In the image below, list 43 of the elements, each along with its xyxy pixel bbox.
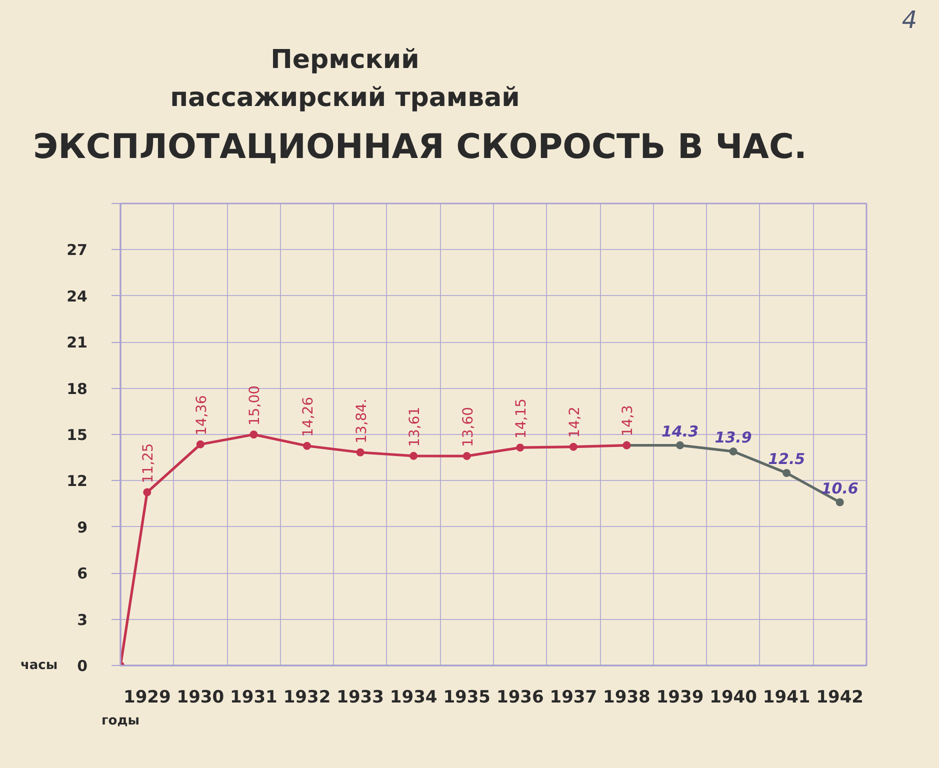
y-tick-label: 6 xyxy=(77,564,88,583)
data-label: 14,15 xyxy=(514,398,530,439)
y-tick-label: 12 xyxy=(66,472,88,490)
y-tick-label: 18 xyxy=(66,380,88,398)
x-tick-label: 1941 xyxy=(762,688,810,708)
x-tick-label: 1937 xyxy=(550,688,598,708)
y-tick-label: 21 xyxy=(66,334,88,352)
y-tick-label: 27 xyxy=(66,241,88,260)
x-tick-label: 1938 xyxy=(603,688,650,708)
x-tick-label: 1935 xyxy=(443,688,491,708)
x-axis-title: годы xyxy=(102,714,140,728)
data-label: 14,3 xyxy=(620,405,636,436)
x-tick-label: 1936 xyxy=(496,688,544,708)
data-label: 11,25 xyxy=(140,443,157,484)
data-label: 13,60 xyxy=(460,406,476,448)
data-label: 14,2 xyxy=(566,406,583,438)
y-axis-title: часы xyxy=(20,658,58,673)
x-tick-label: 1934 xyxy=(390,688,438,708)
y-tick-label: 3 xyxy=(77,610,88,629)
x-tick-label: 1940 xyxy=(710,688,758,708)
chart-subtitle: ЭКСПЛОТАЦИОННАЯ СКОРОСТЬ В ЧАС. xyxy=(33,126,807,169)
data-label: 13.9 xyxy=(714,428,752,446)
data-label: 14.3 xyxy=(661,422,699,440)
data-label: 12.5 xyxy=(768,450,806,468)
data-label: 14,26 xyxy=(300,396,316,437)
chart-title: Пермский пассажирский трамвай xyxy=(170,44,520,115)
x-tick-label: 1939 xyxy=(656,688,704,708)
text: 4 xyxy=(902,5,918,36)
data-label: 15,00 xyxy=(247,385,264,426)
data-label: 13,84. xyxy=(354,398,370,444)
x-tick-label: 1932 xyxy=(283,688,331,708)
y-tick-label: 0 xyxy=(77,657,88,675)
data-label: 13,61 xyxy=(407,406,424,447)
x-tick-label: 1931 xyxy=(230,688,278,708)
data-label: 10.6 xyxy=(821,479,858,498)
x-tick-label: 1942 xyxy=(816,688,864,708)
data-label: 14,36 xyxy=(194,395,210,436)
x-tick-label: 1929 xyxy=(123,688,171,708)
x-tick-label: 1930 xyxy=(176,688,224,708)
x-tick-label: 1933 xyxy=(336,688,384,708)
y-tick-label: 24 xyxy=(66,287,88,306)
y-tick-label: 15 xyxy=(66,426,88,444)
y-tick-label: 9 xyxy=(77,518,88,536)
